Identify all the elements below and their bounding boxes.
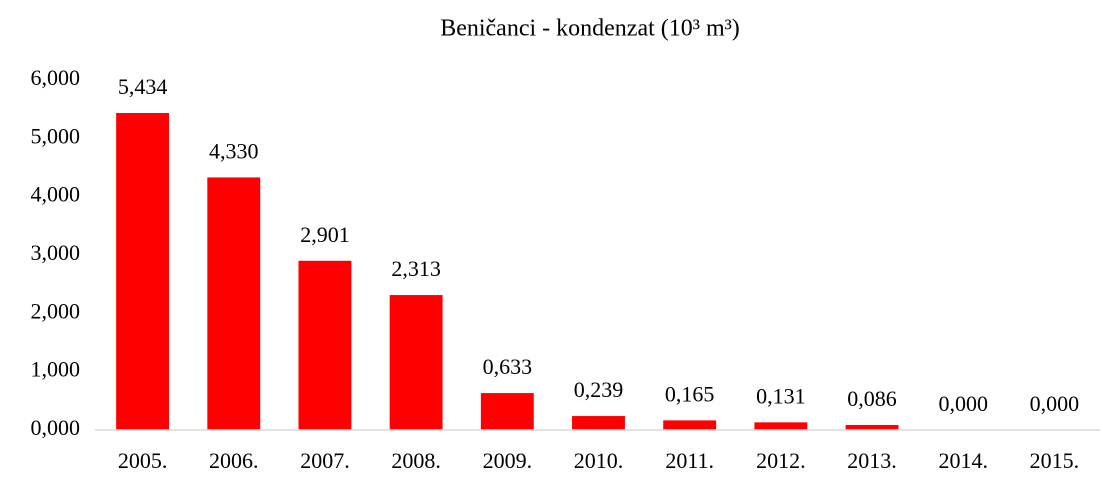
bar — [207, 177, 261, 430]
bar — [116, 113, 170, 431]
y-tick-label: 6,000 — [31, 65, 81, 90]
y-tick-label: 0,000 — [31, 415, 81, 440]
value-label: 4,330 — [209, 138, 259, 163]
x-tick-label: 2008. — [391, 448, 441, 473]
value-label: 0,633 — [483, 354, 533, 379]
x-tick-label: 2007. — [300, 448, 350, 473]
value-label: 0,000 — [1030, 391, 1080, 416]
y-tick-label: 5,000 — [31, 123, 81, 148]
y-tick-label: 1,000 — [31, 357, 81, 382]
bar — [480, 393, 534, 430]
value-label: 0,239 — [574, 377, 624, 402]
y-tick-label: 4,000 — [31, 182, 81, 207]
value-label: 0,000 — [938, 391, 988, 416]
value-label: 0,086 — [847, 386, 897, 411]
bar — [298, 260, 352, 430]
y-tick-label: 3,000 — [31, 240, 81, 265]
x-tick-label: 2011. — [665, 448, 714, 473]
x-tick-label: 2005. — [118, 448, 168, 473]
x-tick-label: 2015. — [1030, 448, 1080, 473]
bar — [572, 416, 625, 430]
value-label: 0,131 — [756, 383, 806, 408]
bar — [389, 295, 443, 430]
x-tick-label: 2014. — [938, 448, 988, 473]
value-label: 0,165 — [665, 381, 715, 406]
bar — [754, 422, 808, 430]
bar — [845, 424, 899, 430]
chart-title: Beničanci - kondenzat (10³ m³) — [440, 16, 740, 42]
bar — [663, 420, 717, 430]
value-label: 5,434 — [118, 74, 168, 99]
x-tick-label: 2010. — [574, 448, 624, 473]
y-tick-label: 2,000 — [31, 298, 81, 323]
x-tick-label: 2013. — [847, 448, 897, 473]
x-tick-label: 2009. — [483, 448, 533, 473]
value-label: 2,313 — [391, 256, 441, 281]
value-label: 2,901 — [300, 222, 350, 247]
x-tick-label: 2006. — [209, 448, 259, 473]
x-tick-label: 2012. — [756, 448, 806, 473]
